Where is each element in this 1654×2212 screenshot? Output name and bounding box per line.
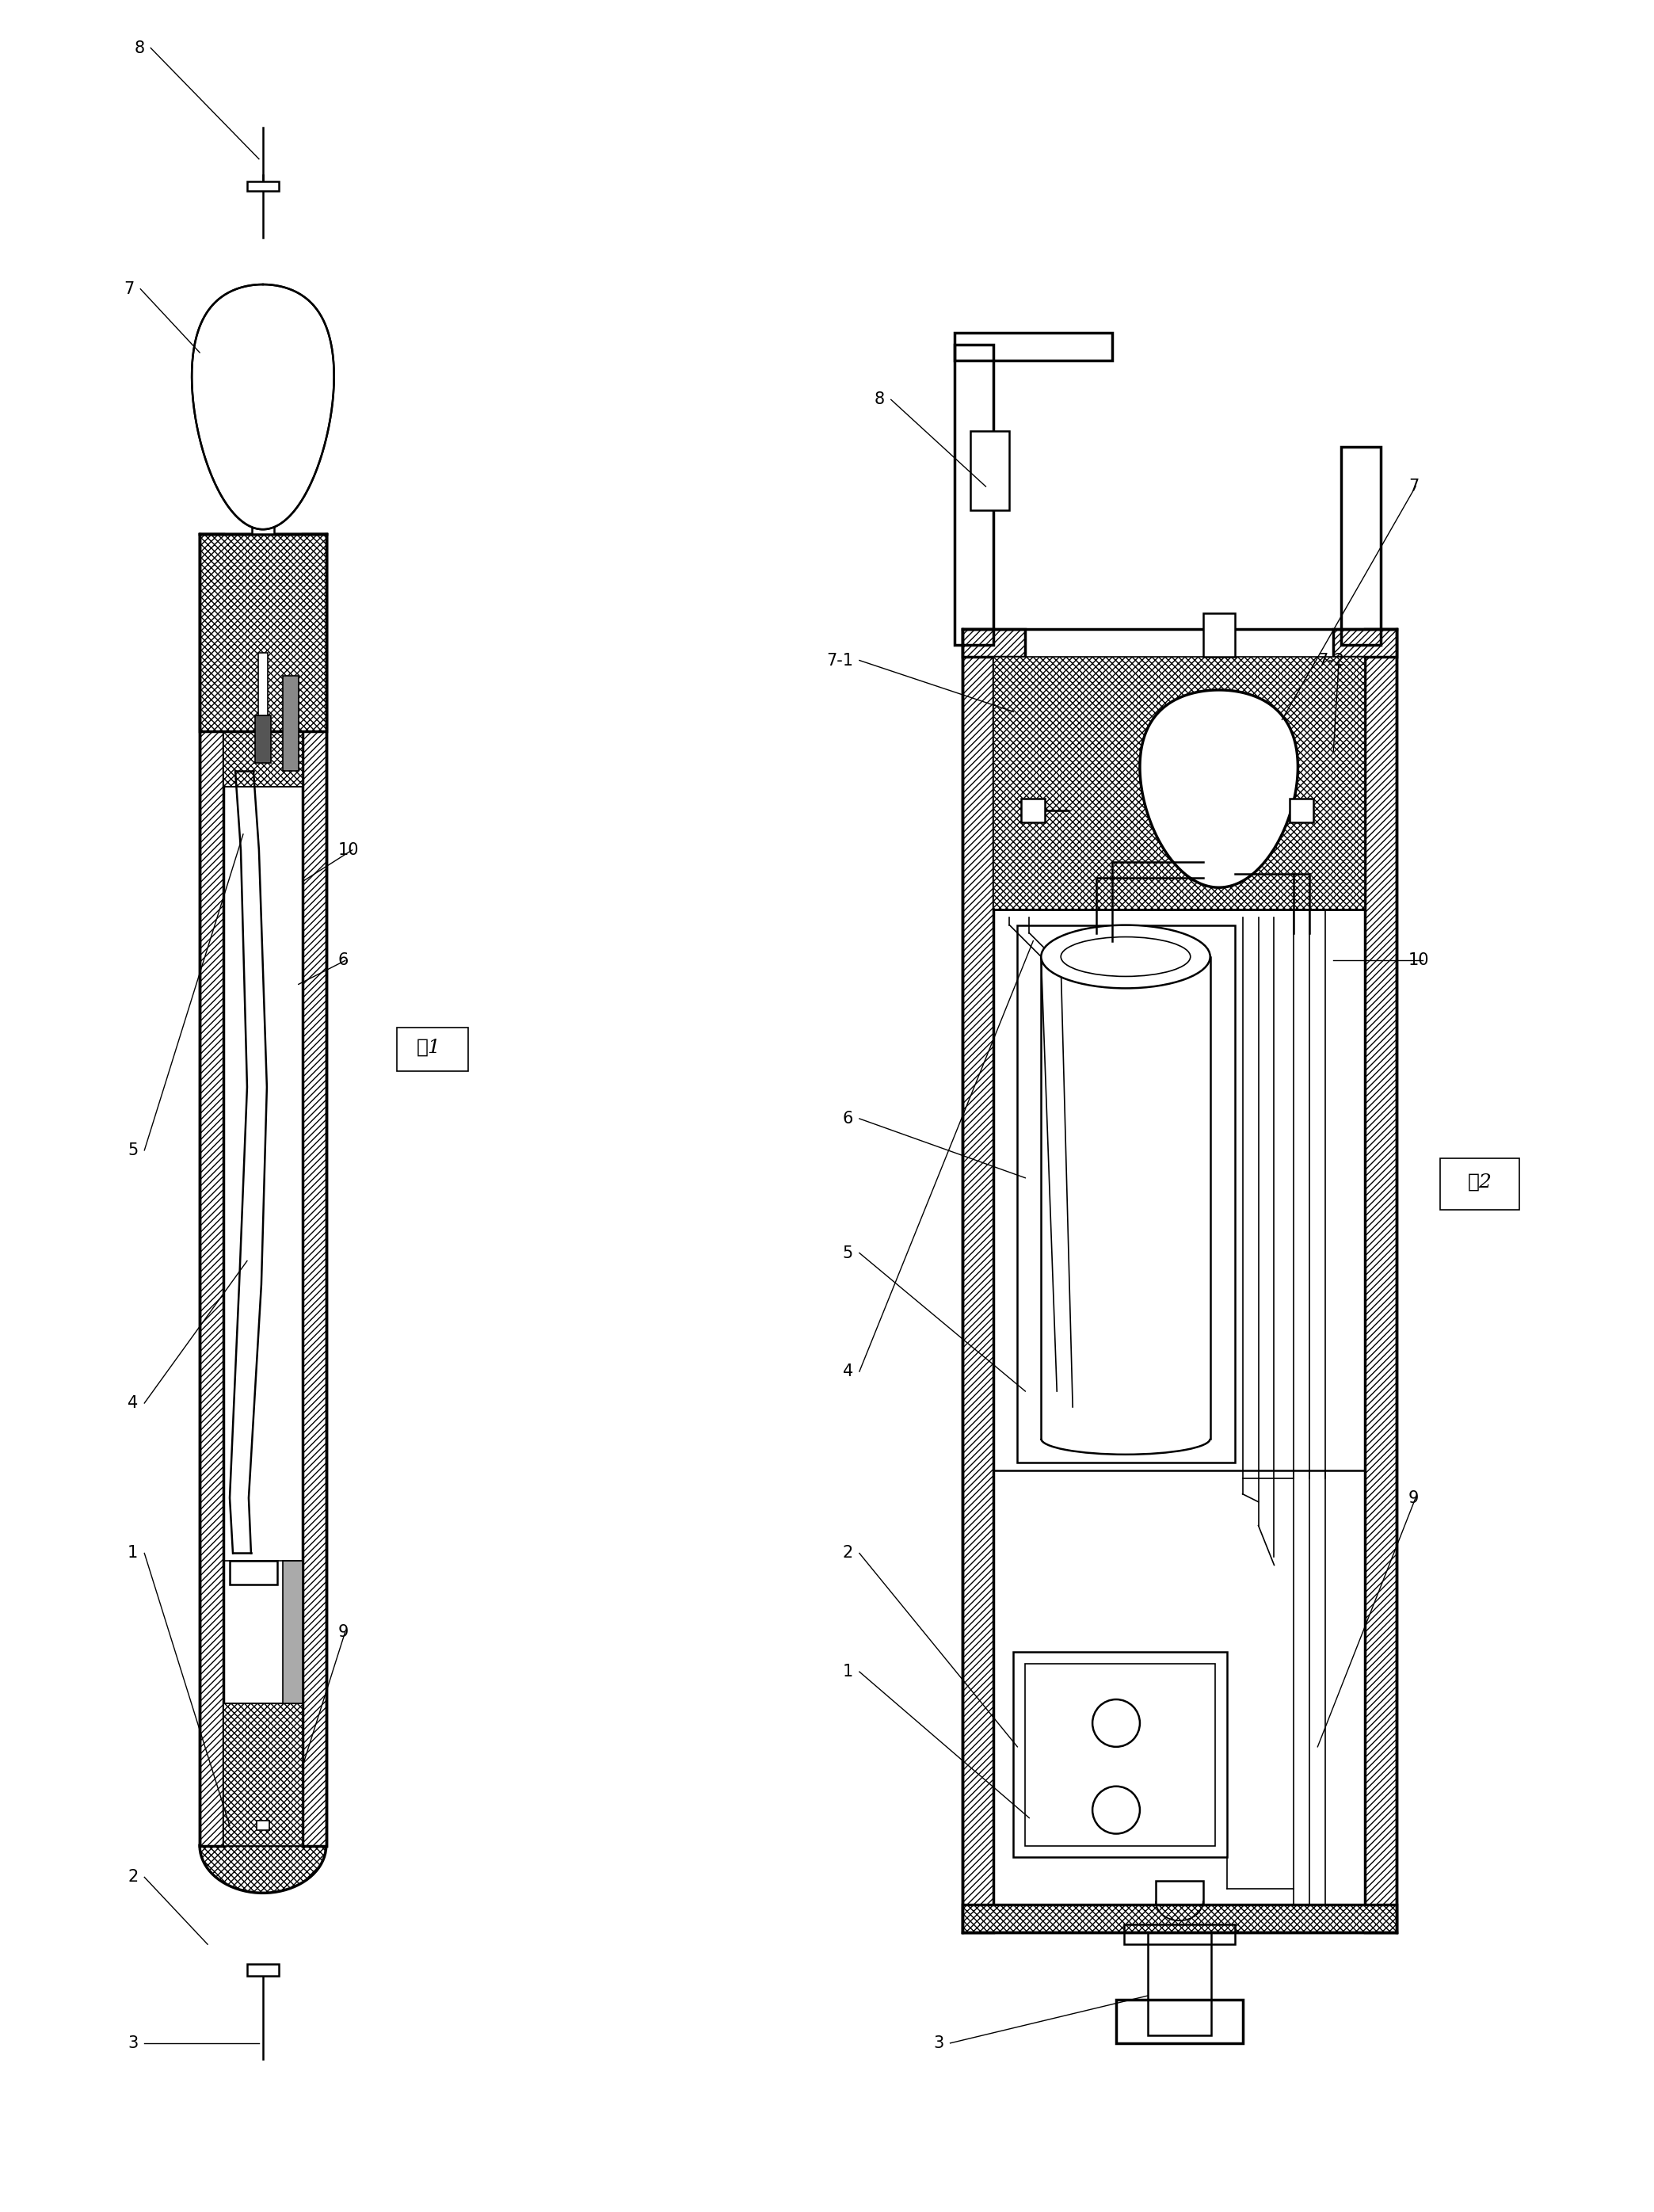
Text: 1: 1: [127, 1546, 137, 1562]
Text: 图2: 图2: [1467, 1172, 1492, 1190]
Bar: [963, 628, 1025, 657]
Bar: [246, 1964, 280, 1975]
Polygon shape: [1140, 690, 1298, 887]
Polygon shape: [192, 285, 334, 529]
Bar: [230, 1562, 278, 1584]
Bar: [1290, 799, 1313, 823]
Bar: [255, 717, 271, 763]
Text: 3: 3: [933, 2035, 944, 2051]
Text: 7: 7: [1409, 478, 1419, 495]
Bar: [969, 431, 1009, 511]
Bar: [223, 732, 303, 787]
Text: 10: 10: [337, 843, 359, 858]
Text: 1: 1: [842, 1663, 853, 1679]
Bar: [954, 332, 1111, 361]
Text: 7-2: 7-2: [1318, 653, 1345, 668]
Bar: [1017, 925, 1234, 1462]
Bar: [200, 533, 223, 1845]
Bar: [994, 657, 1365, 1905]
Bar: [397, 1029, 468, 1071]
Bar: [963, 1905, 1396, 1933]
Bar: [994, 657, 1365, 909]
Bar: [283, 677, 298, 772]
Bar: [1014, 1652, 1227, 1858]
Bar: [251, 487, 275, 533]
Bar: [1202, 613, 1234, 657]
Text: 10: 10: [1409, 953, 1429, 969]
Text: 4: 4: [842, 1363, 853, 1380]
Bar: [1441, 1159, 1518, 1210]
Bar: [223, 533, 303, 1845]
Bar: [246, 181, 280, 190]
Bar: [256, 1820, 270, 1829]
Bar: [223, 1703, 303, 1845]
Text: 6: 6: [842, 1110, 853, 1126]
Text: 5: 5: [842, 1245, 853, 1261]
Bar: [200, 533, 326, 732]
Bar: [1125, 1924, 1234, 1944]
Bar: [258, 653, 268, 717]
Text: 2: 2: [842, 1546, 853, 1562]
Text: 3: 3: [127, 2035, 137, 2051]
Bar: [1333, 628, 1396, 657]
Bar: [1148, 1933, 1211, 2035]
Text: 7: 7: [124, 281, 134, 296]
Bar: [1022, 799, 1045, 823]
Text: 4: 4: [127, 1396, 137, 1411]
Text: 7-1: 7-1: [825, 653, 853, 668]
Bar: [1365, 628, 1396, 1933]
Text: 6: 6: [337, 953, 349, 969]
Text: 9: 9: [1409, 1491, 1419, 1506]
Polygon shape: [200, 1845, 326, 1893]
Text: 9: 9: [337, 1624, 349, 1639]
Text: 8: 8: [134, 40, 144, 55]
Bar: [303, 533, 326, 1845]
Bar: [1341, 447, 1381, 644]
Bar: [963, 628, 994, 1933]
Text: 5: 5: [127, 1141, 137, 1159]
Text: 2: 2: [127, 1869, 137, 1885]
Ellipse shape: [1040, 925, 1211, 989]
Bar: [954, 345, 994, 644]
Text: 图1: 图1: [417, 1037, 442, 1057]
Bar: [994, 1471, 1365, 1905]
Text: 8: 8: [875, 392, 885, 407]
Bar: [1116, 2000, 1242, 2044]
Bar: [283, 1562, 303, 1703]
Bar: [1156, 1880, 1202, 1905]
Bar: [1025, 1663, 1216, 1845]
